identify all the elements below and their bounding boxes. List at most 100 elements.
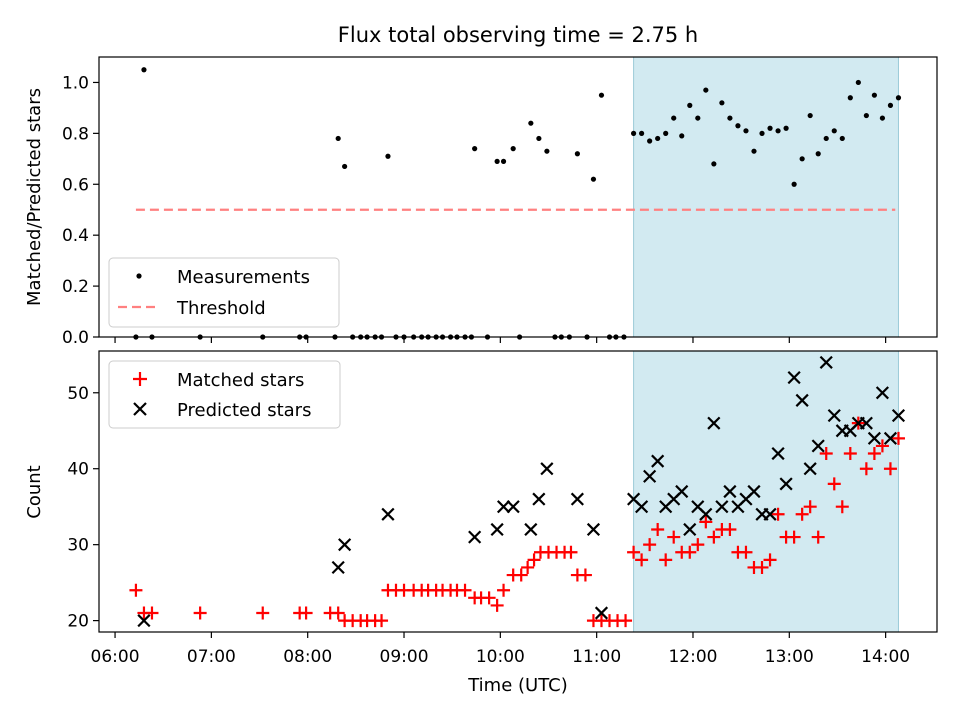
measurement-point <box>472 146 478 152</box>
predicted-star-point <box>779 477 793 491</box>
top-y-tick-label: 0.6 <box>62 175 89 195</box>
bottom-panel: 20 30 40 50 06:00 07:00 08:00 09:00 10:00 11:00 1… <box>24 350 938 696</box>
predicted-star-point <box>496 500 511 514</box>
measurement-point <box>783 125 789 131</box>
matched-star-point <box>883 462 897 476</box>
predicted-star-point <box>506 500 520 514</box>
measurement-point <box>895 95 902 101</box>
x-tick-label: 08:00 <box>283 647 332 667</box>
matched-star-point <box>683 545 697 559</box>
measurement-point <box>630 130 637 136</box>
matched-star-point <box>691 538 705 552</box>
measurement-point <box>791 181 797 187</box>
matched-star-point <box>527 553 541 567</box>
x-tick-label: 13:00 <box>765 647 814 667</box>
legend-predicted-marker <box>133 402 147 416</box>
predicted-star-point <box>651 454 665 468</box>
matched-star-point <box>375 614 389 628</box>
matched-star-point <box>795 507 809 521</box>
predicted-star-point <box>867 431 881 445</box>
bottom-y-axis-label: Count <box>24 465 45 518</box>
matched-star-point <box>891 431 905 445</box>
matched-star-point <box>514 568 528 582</box>
matched-star-point <box>819 447 833 461</box>
measurement-point <box>544 148 550 154</box>
matched-star-point <box>256 606 270 620</box>
measurement-point <box>528 120 534 126</box>
top-y-tick-label: 0.8 <box>62 124 89 144</box>
measurement-point <box>510 146 516 152</box>
x-tick-label: 10:00 <box>476 647 525 667</box>
measurement-point <box>887 102 894 108</box>
predicted-star-point <box>883 431 898 445</box>
measurement-point <box>671 115 677 121</box>
matched-star-point <box>564 545 578 559</box>
measurement-point <box>494 158 500 164</box>
matched-star-point <box>699 515 713 529</box>
predicted-star-point <box>771 446 785 461</box>
predicted-star-point <box>490 522 504 537</box>
matched-star-point <box>299 606 313 620</box>
predicted-star-point <box>468 530 482 544</box>
measurement-point <box>847 95 853 101</box>
predicted-star-point <box>723 484 737 499</box>
matched-star-point <box>771 507 785 521</box>
matched-star-point <box>619 614 633 628</box>
measurement-point <box>799 156 805 162</box>
predicted-star-point <box>540 462 554 476</box>
x-tick-label: 14:00 <box>861 647 910 667</box>
measurement-point <box>855 79 861 86</box>
predicted-star-point <box>675 484 689 499</box>
predicted-star-point <box>381 507 395 521</box>
legend-predicted-label: Predicted stars <box>177 400 311 421</box>
predicted-star-point <box>811 439 825 453</box>
top-legend-box <box>108 257 340 328</box>
matched-star-point <box>458 583 472 597</box>
measurement-point <box>695 115 701 121</box>
predicted-star-point <box>827 408 841 423</box>
matched-star-point <box>835 500 849 514</box>
measurement-point <box>751 148 757 154</box>
x-axis-label: Time (UTC) <box>467 675 568 696</box>
measurement-point <box>839 135 845 142</box>
measurement-point <box>823 135 829 142</box>
predicted-star-point <box>859 416 873 430</box>
x-tick-label: 12:00 <box>668 647 717 667</box>
measurement-point <box>863 112 869 119</box>
matched-star-point <box>497 583 511 597</box>
predicted-star-point <box>532 492 546 506</box>
predicted-star-point <box>594 606 609 620</box>
predicted-star-point <box>795 393 809 407</box>
measurement-point <box>342 163 348 170</box>
matched-star-point <box>643 538 657 552</box>
predicted-star-point <box>819 355 833 369</box>
measurement-point <box>141 67 147 73</box>
legend-threshold-label: Threshold <box>176 298 266 319</box>
measurement-point <box>871 92 877 98</box>
measurement-point <box>385 153 391 159</box>
matched-star-point <box>803 500 817 514</box>
x-tick-label: 07:00 <box>187 647 236 667</box>
chart-title: Flux total observing time = 2.75 h <box>338 23 698 47</box>
matched-star-point <box>707 530 721 544</box>
bottom-y-tick-label: 20 <box>67 612 89 632</box>
predicted-star-point <box>635 500 649 514</box>
predicted-star-point <box>338 538 352 552</box>
predicted-star-point <box>707 416 721 430</box>
top-shaded-interval <box>633 56 899 338</box>
predicted-star-point <box>524 522 538 537</box>
measurement-point <box>711 161 717 167</box>
measurement-point <box>735 123 741 129</box>
measurement-point <box>598 92 605 98</box>
predicted-star-point <box>763 507 777 521</box>
measurement-point <box>687 102 693 108</box>
measurement-point <box>335 135 341 142</box>
matched-star-point <box>331 606 345 620</box>
top-y-axis-label: Matched/Predicted stars <box>24 88 45 306</box>
top-panel-frame <box>98 56 938 338</box>
matched-star-point <box>763 553 777 567</box>
top-legend: Measurements Threshold <box>108 257 340 328</box>
matched-star-point <box>667 530 681 544</box>
matched-star-point <box>739 545 753 559</box>
